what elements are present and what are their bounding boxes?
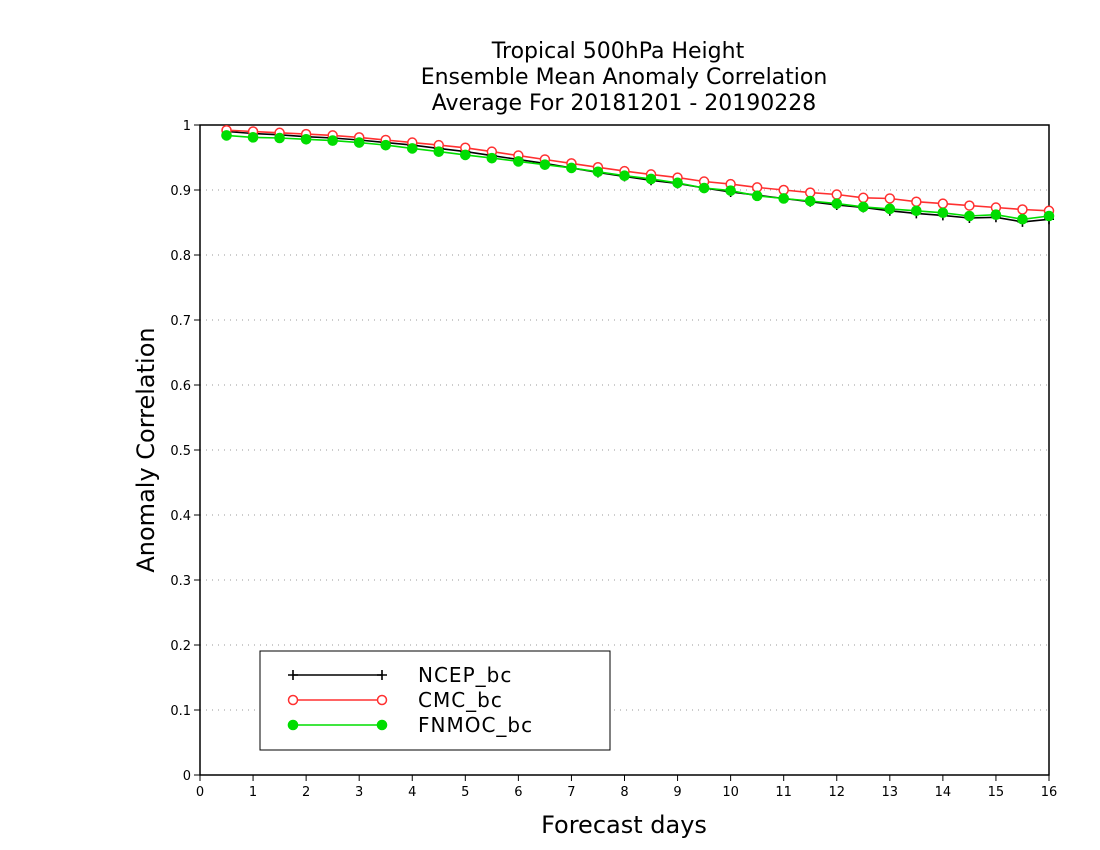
legend-item-ncep-bc: NCEP_bc (288, 663, 512, 687)
data-point-fnmoc-bc (1017, 213, 1028, 225)
data-point-fnmoc-bc (380, 139, 392, 151)
data-point-fnmoc-bc (300, 134, 312, 145)
x-tick-label: 7 (567, 785, 575, 800)
y-tick-label: 0.7 (170, 314, 191, 329)
y-tick-label: 0.9 (170, 184, 191, 199)
data-point-fnmoc-bc (804, 195, 816, 207)
data-point-cmc-bc (778, 184, 789, 196)
data-point-fnmoc-bc (751, 190, 763, 202)
legend-item-cmc-bc: CMC_bc (287, 688, 503, 712)
data-point-fnmoc-bc (698, 182, 710, 194)
data-point-fnmoc-bc (353, 137, 365, 148)
y-tick-label: 0.2 (170, 639, 191, 654)
series-line-fnmoc-bc (226, 134, 1050, 221)
legend-marker-fnmoc-bc (376, 719, 388, 731)
data-point-fnmoc-bc (1043, 210, 1055, 222)
data-point-fnmoc-bc (486, 152, 498, 164)
data-point-cmc-bc (804, 187, 816, 198)
data-point-fnmoc-bc (539, 159, 551, 170)
y-tick-label: 0.8 (170, 249, 191, 264)
data-point-fnmoc-bc (513, 156, 524, 167)
y-tick-label: 0.1 (170, 704, 191, 719)
data-point-fnmoc-bc (911, 205, 922, 217)
legend-marker-ncep-bc (288, 670, 298, 680)
legend-item-fnmoc-bc: FNMOC_bc (287, 713, 533, 737)
data-point-fnmoc-bc (884, 203, 896, 215)
x-tick-label: 2 (302, 785, 310, 800)
y-tick-label: 0.3 (170, 574, 191, 589)
x-tick-label: 11 (775, 785, 792, 800)
data-point-fnmoc-bc (725, 185, 736, 196)
legend-marker-fnmoc-bc (287, 719, 299, 731)
legend-label-fnmoc-bc: FNMOC_bc (418, 713, 533, 737)
y-axis-title: Anomaly Correlation (132, 327, 160, 572)
x-tick-label: 4 (408, 785, 416, 800)
x-axis-title: Forecast days (541, 811, 707, 839)
data-point-fnmoc-bc (327, 135, 338, 146)
axis-ticks: 00.10.20.30.40.50.60.70.80.910 1 2 3 4 5 6 7 8 9 1… (170, 119, 1057, 800)
y-tick-label: 0.6 (170, 379, 191, 394)
data-point-fnmoc-bc (592, 166, 604, 178)
x-tick-label: 8 (620, 785, 628, 800)
y-tick-label: 1 (183, 119, 191, 134)
legend-marker-cmc-bc (287, 694, 299, 706)
grid (200, 189, 1049, 711)
x-tick-label: 13 (882, 785, 899, 800)
x-tick-label: 5 (461, 785, 469, 800)
data-point-fnmoc-bc (221, 130, 232, 141)
data-point-fnmoc-bc (619, 170, 630, 181)
data-point-cmc-bc (937, 198, 949, 209)
legend-marker-cmc-bc (376, 694, 388, 706)
x-tick-label: 9 (673, 785, 681, 800)
data-point-fnmoc-bc (672, 177, 683, 189)
y-tick-label: 0.4 (170, 509, 191, 524)
data-point-cmc-bc (751, 182, 763, 193)
data-point-fnmoc-bc (566, 162, 577, 174)
data-point-cmc-bc (911, 196, 922, 207)
data-point-cmc-bc (964, 200, 975, 211)
y-tick-label: 0 (183, 769, 191, 784)
data-point-fnmoc-bc (433, 146, 445, 157)
series-group (221, 124, 1055, 227)
data-point-fnmoc-bc (247, 132, 259, 143)
data-point-fnmoc-bc (831, 198, 843, 209)
y-tick-label: 0.5 (170, 444, 191, 459)
legend-label-cmc-bc: CMC_bc (418, 688, 503, 712)
legend-label-ncep-bc: NCEP_bc (418, 663, 512, 687)
x-tick-label: 14 (935, 785, 952, 800)
data-point-fnmoc-bc (937, 207, 949, 219)
x-tick-label: 10 (722, 785, 739, 800)
data-point-fnmoc-bc (857, 201, 869, 213)
title-line-1: Tropical 500hPa Height (491, 39, 745, 64)
data-point-cmc-bc (831, 189, 842, 200)
data-point-fnmoc-bc (778, 193, 789, 204)
series-fnmoc-bc (221, 130, 1055, 225)
data-point-cmc-bc (858, 192, 869, 204)
x-tick-label: 1 (249, 785, 257, 800)
x-tick-label: 15 (988, 785, 1005, 800)
data-point-cmc-bc (884, 193, 896, 204)
data-point-cmc-bc (1017, 204, 1028, 215)
data-point-fnmoc-bc (274, 132, 285, 144)
data-point-fnmoc-bc (645, 173, 657, 185)
x-tick-label: 3 (355, 785, 363, 800)
data-point-fnmoc-bc (990, 209, 1002, 220)
title-line-2: Ensemble Mean Anomaly Correlation (421, 65, 828, 90)
x-tick-label: 0 (196, 785, 204, 800)
data-point-fnmoc-bc (460, 149, 471, 161)
data-point-fnmoc-bc (406, 143, 418, 154)
title-line-3: Average For 20181201 - 20190228 (432, 91, 817, 116)
data-point-fnmoc-bc (964, 210, 975, 222)
x-tick-label: 16 (1041, 785, 1058, 800)
x-tick-label: 12 (828, 785, 845, 800)
chart-title: Tropical 500hPa Height Ensemble Mean Ano… (421, 39, 828, 116)
legend-marker-ncep-bc (377, 670, 387, 680)
x-tick-label: 6 (514, 785, 522, 800)
